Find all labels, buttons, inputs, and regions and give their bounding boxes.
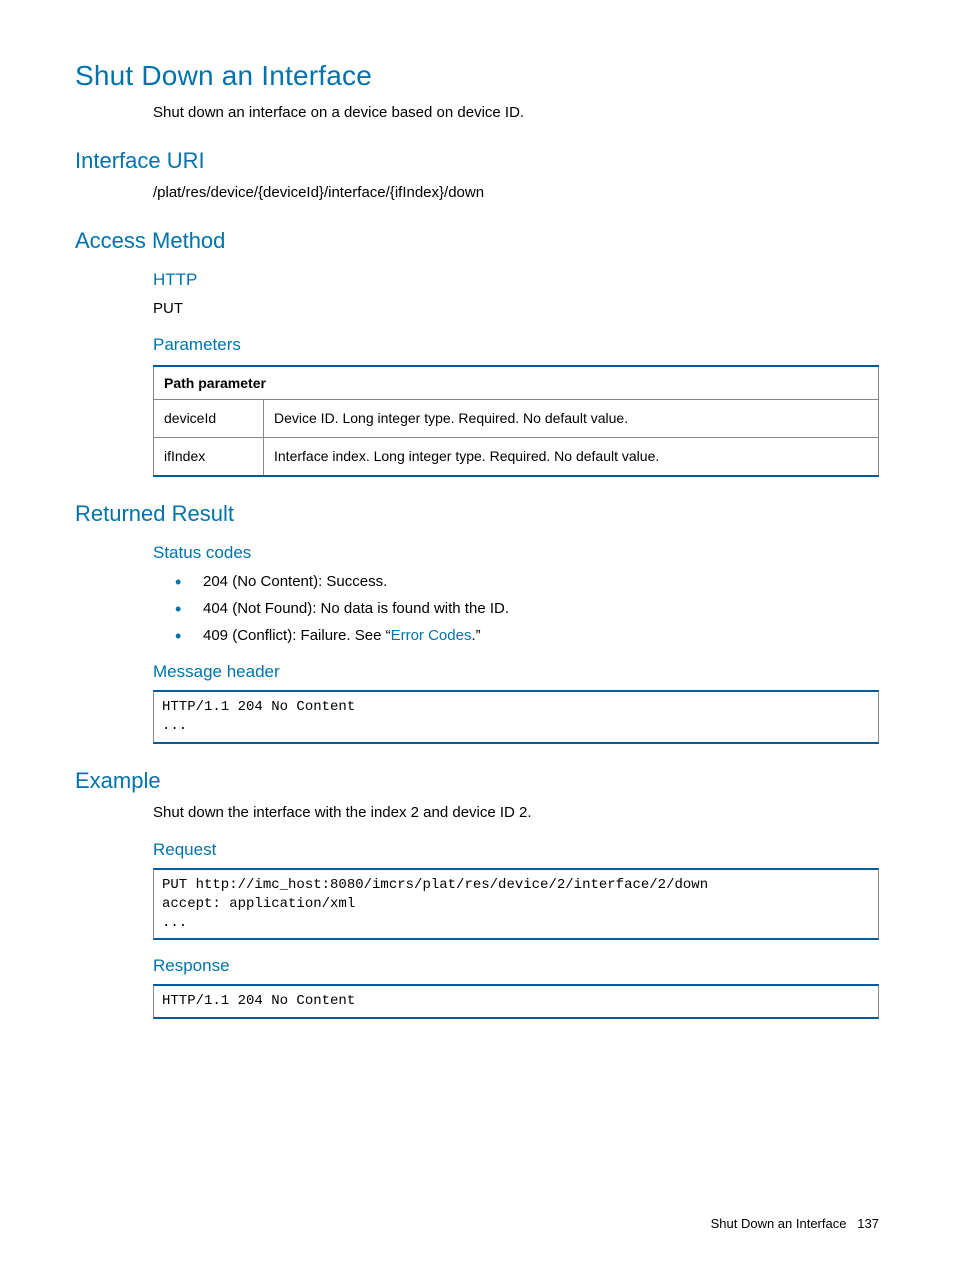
parameters-table: Path parameter deviceId Device ID. Long …: [153, 365, 879, 477]
request-heading: Request: [153, 840, 879, 860]
footer-page-number: 137: [857, 1216, 879, 1231]
interface-uri-value: /plat/res/device/{deviceId}/interface/{i…: [153, 182, 879, 204]
example-intro: Shut down the interface with the index 2…: [153, 802, 879, 824]
status-codes-heading: Status codes: [153, 543, 879, 563]
status-code-text: 409 (Conflict): Failure. See “: [203, 627, 391, 644]
page-title: Shut Down an Interface: [75, 60, 879, 92]
status-code-item: 404 (Not Found): No data is found with t…: [175, 598, 879, 619]
response-heading: Response: [153, 956, 879, 976]
status-code-item: 204 (No Content): Success.: [175, 571, 879, 592]
page-container: Shut Down an Interface Shut down an inte…: [0, 0, 954, 1271]
error-codes-link[interactable]: Error Codes: [391, 627, 472, 644]
http-heading: HTTP: [153, 270, 879, 290]
message-header-code: HTTP/1.1 204 No Content ...: [153, 690, 879, 744]
footer-title: Shut Down an Interface: [711, 1216, 847, 1231]
param-name: deviceId: [154, 400, 264, 438]
table-row: ifIndex Interface index. Long integer ty…: [154, 438, 879, 477]
request-code: PUT http://imc_host:8080/imcrs/plat/res/…: [153, 868, 879, 941]
response-code: HTTP/1.1 204 No Content: [153, 984, 879, 1019]
param-desc: Interface index. Long integer type. Requ…: [264, 438, 879, 477]
table-header: Path parameter: [154, 366, 879, 400]
table-row: deviceId Device ID. Long integer type. R…: [154, 400, 879, 438]
intro-text: Shut down an interface on a device based…: [153, 102, 879, 124]
status-codes-list: 204 (No Content): Success. 404 (Not Foun…: [175, 571, 879, 646]
section-interface-uri: Interface URI: [75, 148, 879, 174]
page-footer: Shut Down an Interface 137: [711, 1216, 879, 1231]
http-method-value: PUT: [153, 298, 879, 320]
param-name: ifIndex: [154, 438, 264, 477]
param-desc: Device ID. Long integer type. Required. …: [264, 400, 879, 438]
message-header-heading: Message header: [153, 662, 879, 682]
section-example: Example: [75, 768, 879, 794]
parameters-heading: Parameters: [153, 335, 879, 355]
section-returned-result: Returned Result: [75, 501, 879, 527]
status-code-text: .”: [471, 627, 480, 644]
section-access-method: Access Method: [75, 228, 879, 254]
status-code-item: 409 (Conflict): Failure. See “Error Code…: [175, 625, 879, 646]
